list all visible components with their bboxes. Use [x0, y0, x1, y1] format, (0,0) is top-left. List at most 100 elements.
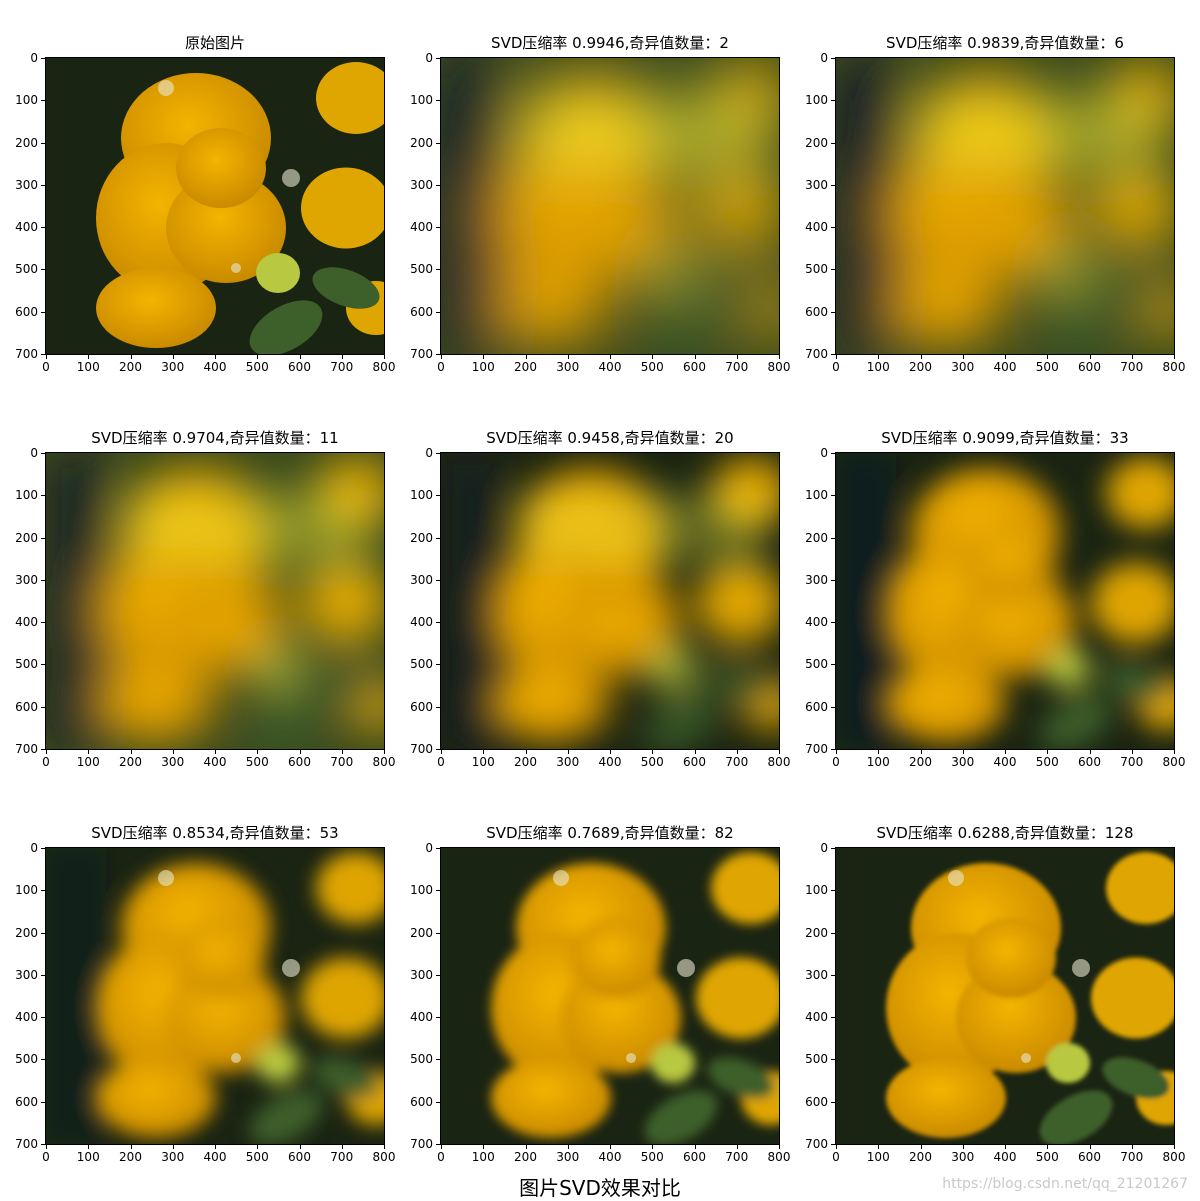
x-tick-label: 500 [640, 755, 664, 769]
x-tick-mark [384, 750, 385, 754]
x-tick-mark [1047, 1145, 1049, 1149]
x-tick-label: 700 [330, 1150, 354, 1164]
y-tick-mark [436, 848, 440, 849]
x-tick-label: 500 [640, 1150, 664, 1164]
x-tick-mark [779, 355, 780, 359]
x-tick-label: 400 [993, 360, 1017, 374]
y-tick-label: 100 [410, 93, 433, 108]
y-tick-mark [831, 311, 835, 313]
y-tick-mark [436, 1059, 440, 1061]
y-tick-mark [436, 58, 440, 59]
x-tick-label: 300 [951, 1150, 975, 1164]
x-tick-label: 400 [993, 1150, 1017, 1164]
y-tick-label: 700 [15, 1137, 38, 1151]
x-tick-mark [341, 355, 343, 359]
x-tick-label: 800 [767, 360, 791, 374]
y-tick-mark [41, 100, 45, 102]
x-tick-label: 500 [1035, 755, 1059, 769]
x-tick-label: 800 [1162, 360, 1186, 374]
y-tick-label: 100 [805, 488, 828, 503]
y-tick-label: 600 [15, 1094, 38, 1109]
y-tick-label: 500 [410, 657, 433, 672]
x-tick-label: 600 [288, 755, 311, 769]
y-tick-mark [831, 537, 835, 539]
y-tick-label: 700 [410, 347, 433, 361]
y-tick-label: 0 [425, 446, 433, 460]
y-tick-mark [436, 1017, 440, 1019]
y-tick-mark [41, 269, 45, 271]
x-tick-label: 100 [471, 755, 495, 769]
x-tick-label: 800 [372, 1150, 396, 1164]
figure-title: 图片SVD效果对比 [519, 1176, 681, 1200]
y-tick-mark [41, 495, 45, 497]
y-tick-label: 200 [410, 135, 433, 150]
x-tick-label: 100 [76, 360, 100, 374]
subplot-title: SVD压缩率 0.9946,奇异值数量：2 [491, 34, 729, 52]
x-tick-mark [46, 355, 47, 359]
y-tick-label: 200 [805, 925, 828, 940]
x-tick-mark [46, 750, 47, 754]
x-tick-mark [88, 1145, 90, 1149]
y-tick-label: 0 [425, 841, 433, 855]
subplot: SVD压缩率 0.9458,奇异值数量：20 0 100 200 300 400 500 60… [410, 429, 790, 768]
x-tick-mark [1174, 355, 1175, 359]
reconstructed-image [46, 58, 384, 354]
x-tick-label: 0 [437, 360, 445, 374]
y-tick-mark [831, 890, 835, 892]
y-tick-mark [41, 664, 45, 666]
y-tick-label: 600 [410, 1094, 433, 1109]
x-tick-mark [779, 1145, 780, 1149]
subplot-title: SVD压缩率 0.8534,奇异值数量：53 [91, 824, 339, 842]
reconstructed-image [836, 848, 1174, 1144]
x-tick-label: 300 [556, 360, 580, 374]
x-tick-label: 300 [556, 1150, 580, 1164]
x-tick-mark [962, 750, 964, 754]
x-tick-label: 200 [514, 360, 537, 374]
y-tick-mark [831, 184, 835, 186]
x-tick-mark [257, 355, 259, 359]
x-tick-mark [1089, 1145, 1091, 1149]
y-tick-label: 400 [805, 1010, 828, 1025]
x-tick-mark [567, 355, 569, 359]
x-tick-label: 0 [42, 1150, 50, 1164]
y-tick-mark [436, 453, 440, 454]
y-tick-mark [436, 579, 440, 581]
x-tick-mark [610, 750, 611, 754]
x-tick-label: 600 [683, 360, 706, 374]
y-tick-label: 700 [805, 1137, 828, 1151]
y-tick-label: 700 [410, 1137, 433, 1151]
subplot: SVD压缩率 0.9946,奇异值数量：2 0 100 200 300 400 500 600… [410, 34, 790, 373]
image-axes [835, 847, 1175, 1145]
x-tick-label: 0 [832, 755, 840, 769]
reconstructed-image [441, 848, 779, 1144]
x-tick-mark [878, 1145, 880, 1149]
x-tick-mark [836, 750, 837, 754]
x-tick-mark [341, 1145, 343, 1149]
y-tick-label: 700 [410, 742, 433, 756]
x-tick-label: 100 [866, 1150, 890, 1164]
x-tick-label: 500 [1035, 360, 1059, 374]
x-tick-label: 700 [330, 360, 354, 374]
y-tick-label: 200 [805, 135, 828, 150]
x-tick-mark [525, 355, 527, 359]
y-tick-mark [831, 932, 835, 934]
x-tick-label: 200 [514, 755, 537, 769]
x-tick-mark [384, 1145, 385, 1149]
y-tick-mark [41, 142, 45, 144]
y-tick-label: 300 [805, 967, 828, 982]
y-tick-mark [41, 227, 45, 229]
y-tick-label: 100 [15, 488, 38, 503]
x-tick-mark [836, 1145, 837, 1149]
x-tick-label: 600 [683, 755, 706, 769]
x-tick-mark [962, 1145, 964, 1149]
y-tick-mark [41, 184, 45, 186]
reconstructed-image [46, 848, 384, 1144]
x-tick-label: 400 [993, 755, 1017, 769]
x-tick-label: 600 [288, 360, 311, 374]
y-tick-label: 200 [15, 925, 38, 940]
y-tick-label: 0 [30, 51, 38, 65]
y-tick-mark [831, 1101, 835, 1103]
x-tick-mark [483, 750, 485, 754]
subplot-title: SVD压缩率 0.9839,奇异值数量：6 [886, 34, 1124, 52]
